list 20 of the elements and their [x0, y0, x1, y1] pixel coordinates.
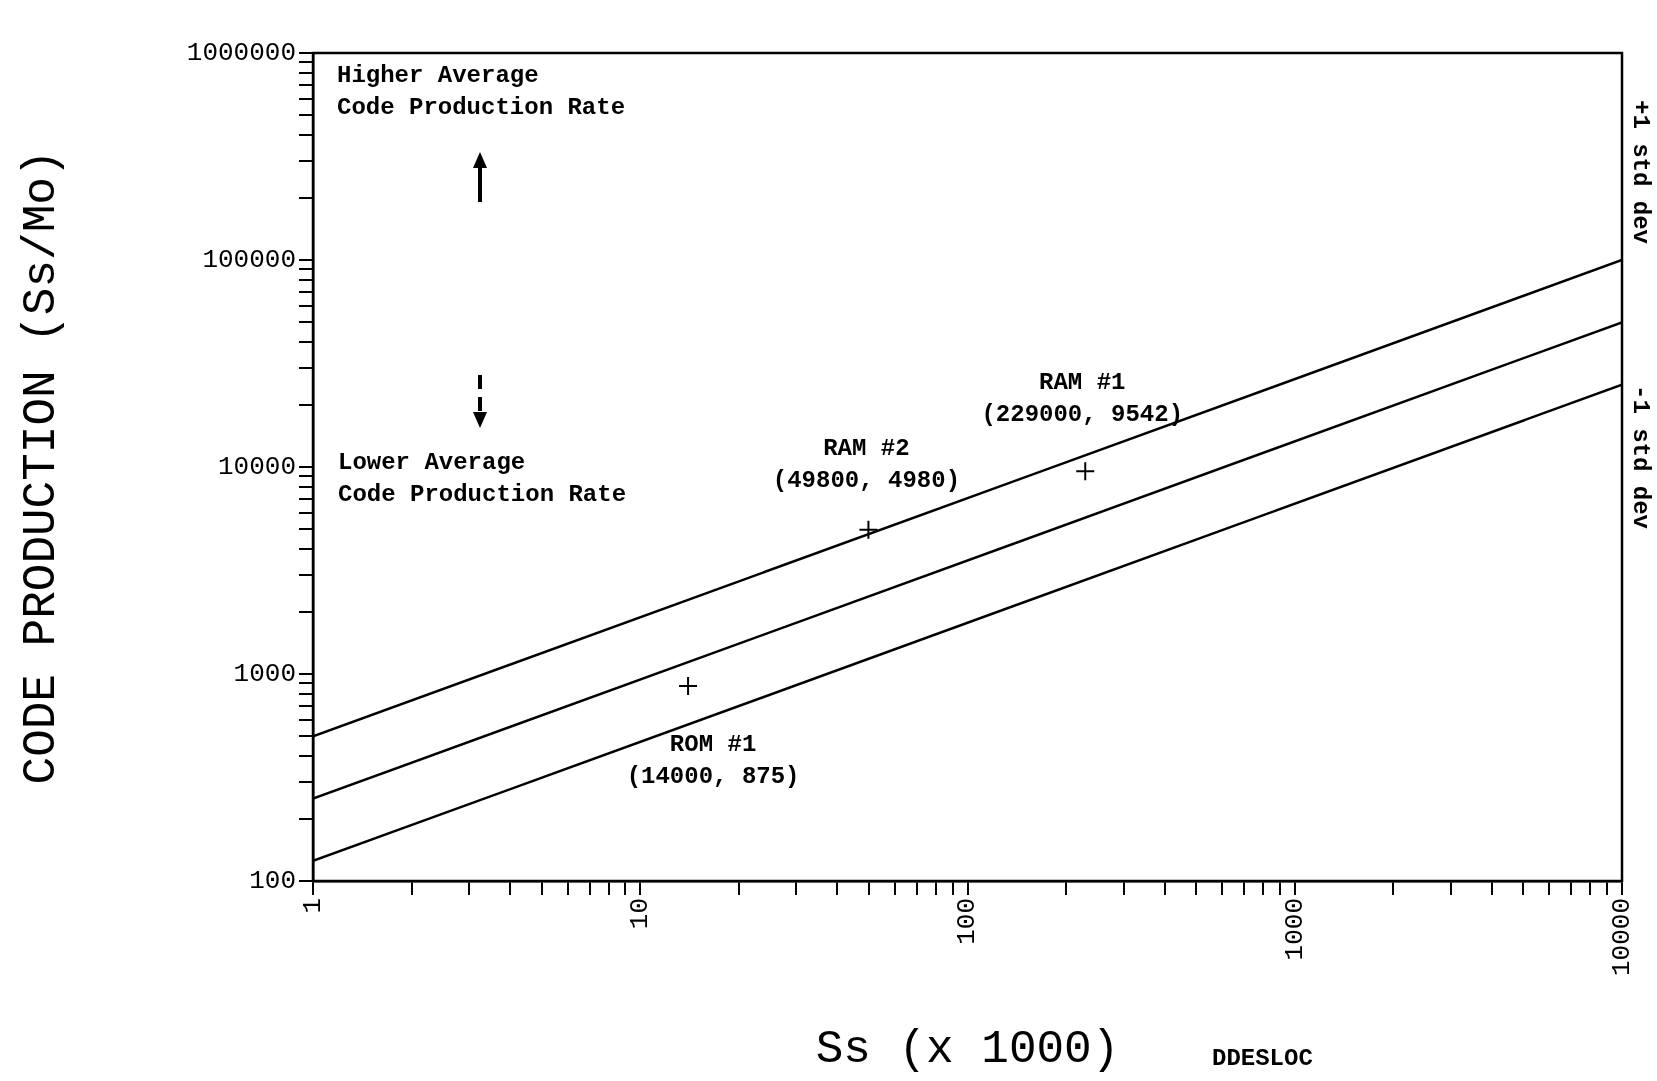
annotation: Higher Average Code Production Rate: [337, 61, 626, 123]
text: +1 std dev: [1626, 100, 1655, 245]
x-axis-title: Ss (x 1000): [815, 1023, 1120, 1076]
x-tick-label: 10: [625, 898, 656, 930]
text: -1 std dev: [1626, 385, 1655, 530]
annotation: Lower Average Code Production Rate: [338, 448, 627, 510]
y-tick-label: 1000000: [186, 37, 296, 68]
annotation: RAM #2 (49800, 4980): [772, 434, 961, 494]
y-axis-title: CODE PRODUCTION (Ss/Mo): [15, 149, 68, 785]
annotation: RAM #1 (229000, 9542): [981, 369, 1184, 429]
text: DDESLOC: [1212, 1044, 1313, 1074]
x-tick-label: 1000: [1279, 898, 1310, 961]
y-tick-label: 10000: [217, 451, 296, 482]
x-tick-label: 10000: [1606, 898, 1637, 977]
y-tick-label: 100000: [202, 244, 296, 275]
y-tick-label: 100: [249, 865, 296, 896]
y-tick-label: 1000: [233, 658, 296, 689]
x-tick-label: 1: [297, 898, 328, 914]
x-tick-label: 100: [952, 898, 983, 945]
annotation: ROM #1 (14000, 875): [626, 731, 800, 791]
